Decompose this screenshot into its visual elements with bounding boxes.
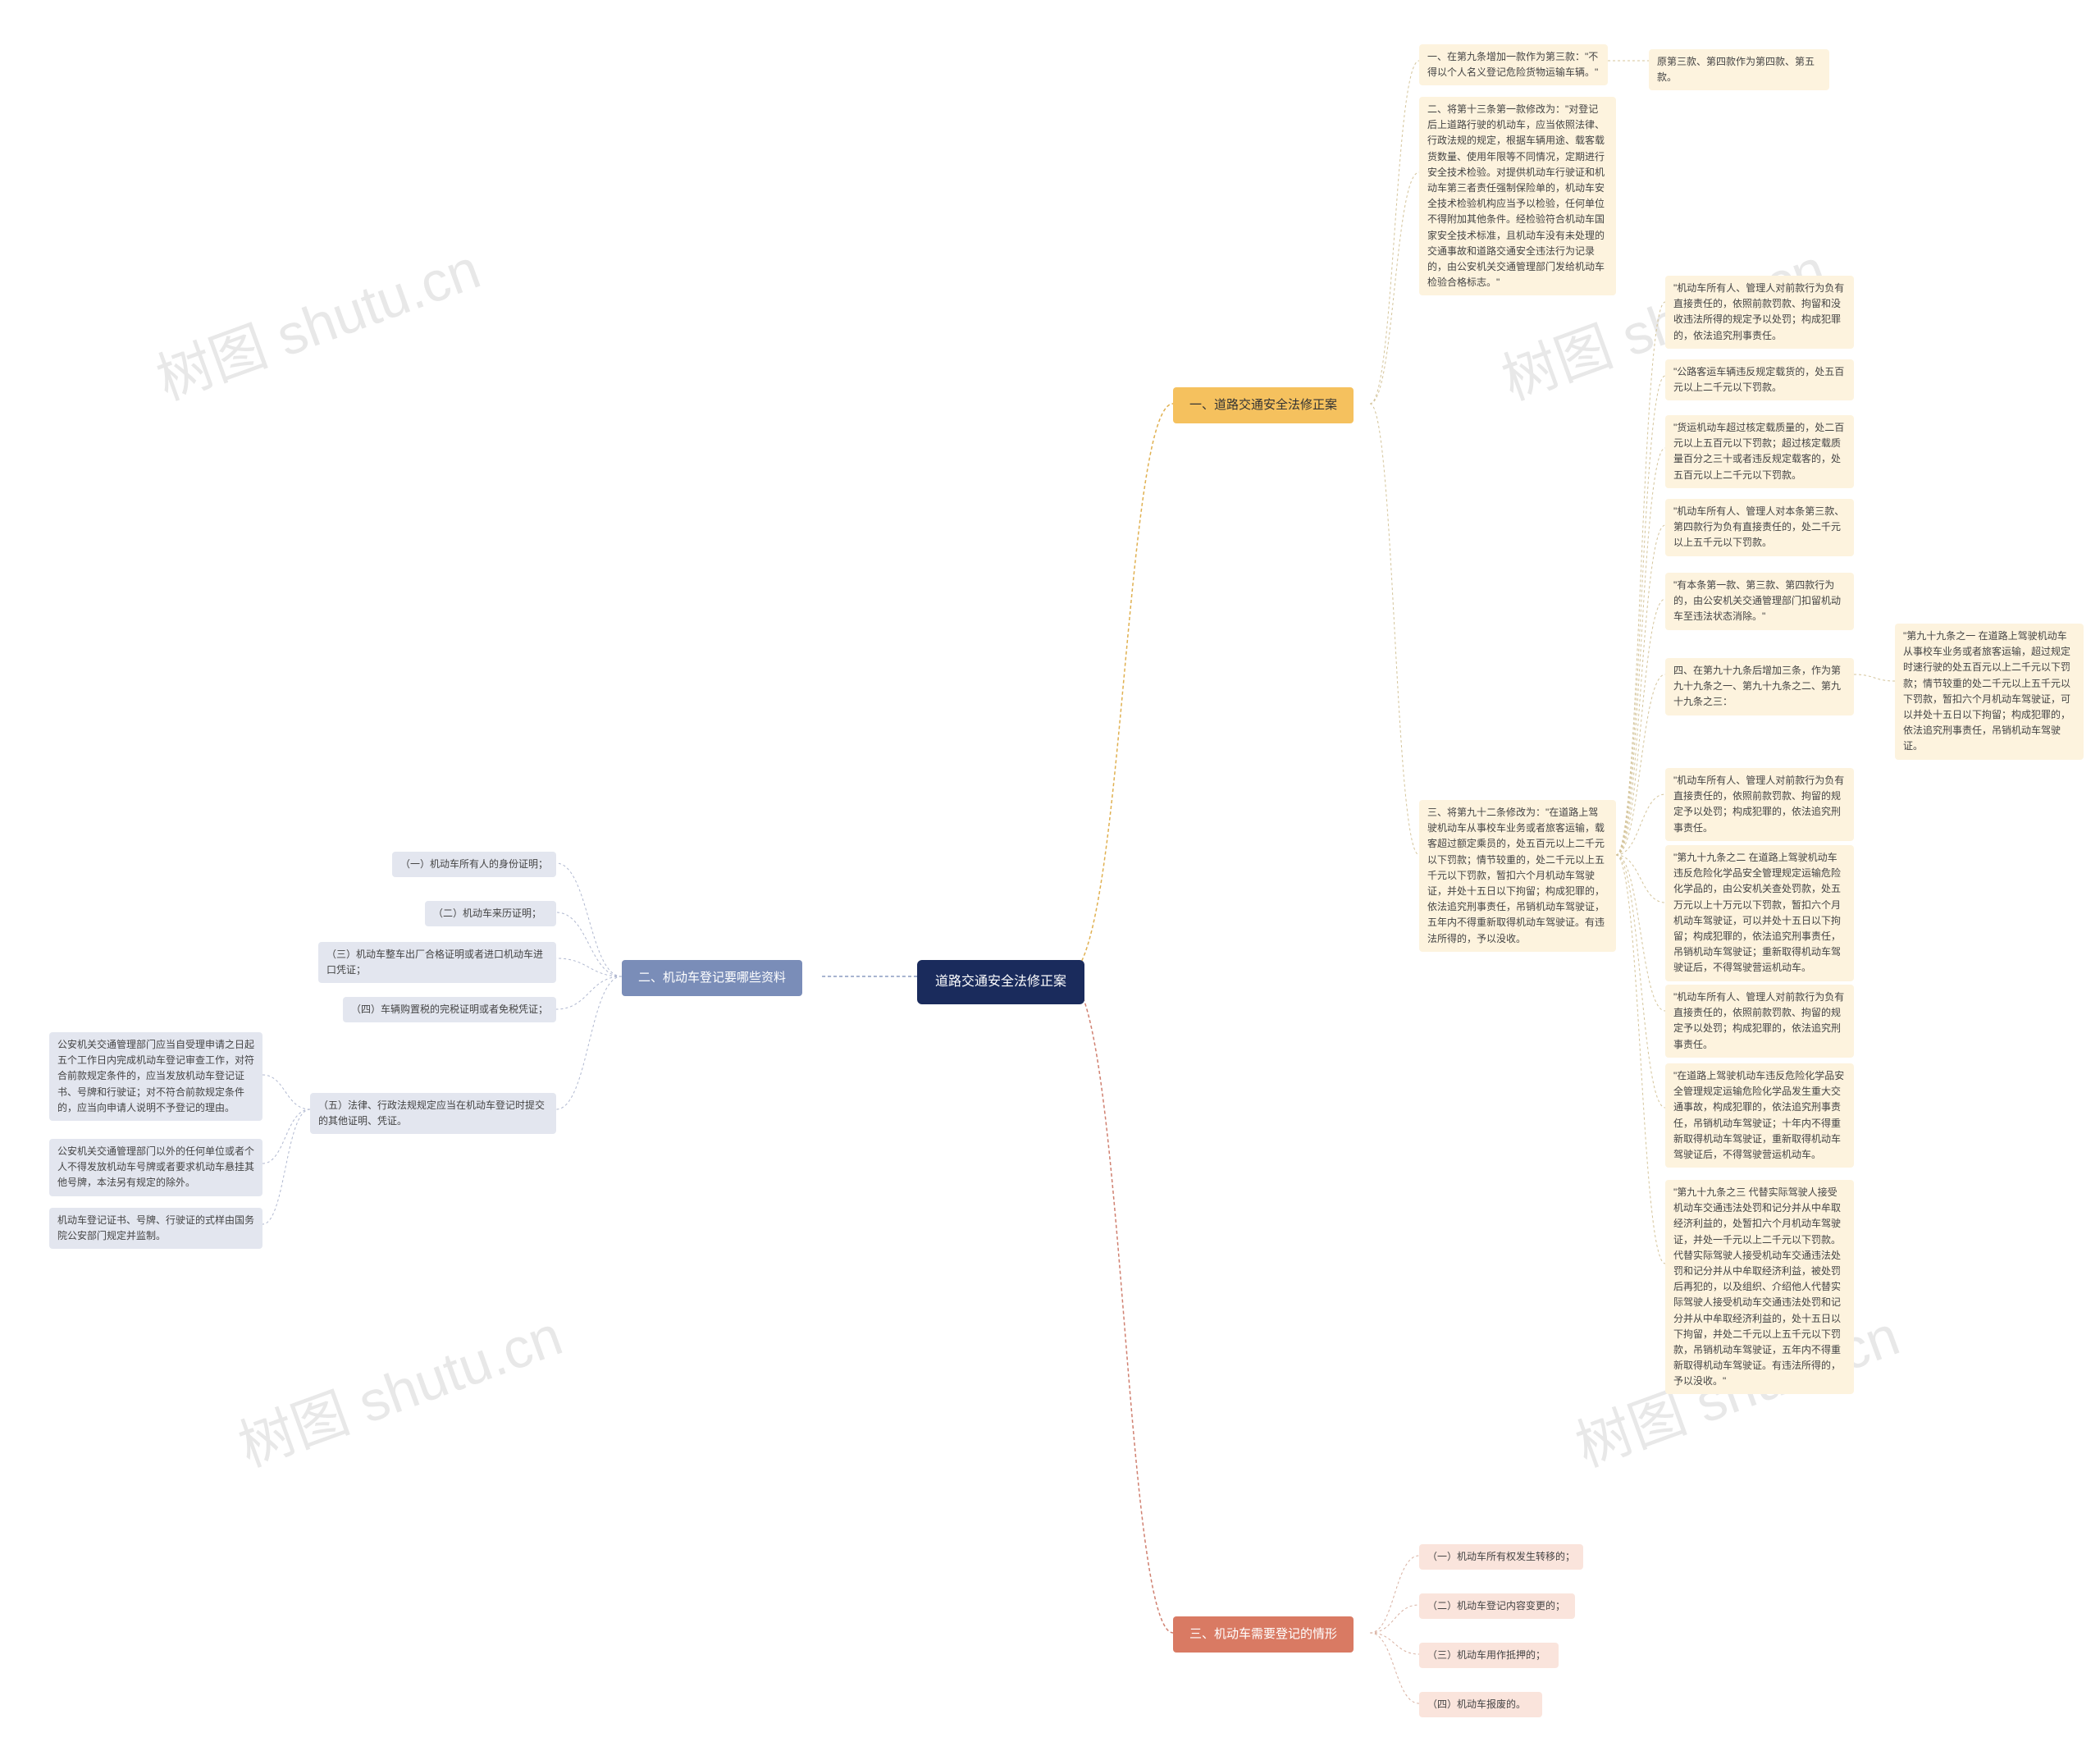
s1-c3-sub-11[interactable]: "第九十九条之三 代替实际驾驶人接受机动车交通违法处罚和记分并从中牟取经济利益的… <box>1665 1180 1854 1394</box>
s1-child-1-sub[interactable]: 原第三款、第四款作为第四款、第五款。 <box>1649 49 1829 90</box>
s2-child-2[interactable]: （二）机动车来历证明； <box>425 901 556 926</box>
s2-child-1[interactable]: （一）机动车所有人的身份证明； <box>392 852 556 877</box>
s1-c3-sub-2[interactable]: "公路客运车辆违反规定载货的，处五百元以上二千元以下罚款。 <box>1665 359 1854 400</box>
s1-c3-sub-5[interactable]: "有本条第一款、第三款、第四款行为的，由公安机关交通管理部门扣留机动车至违法状态… <box>1665 573 1854 630</box>
s1-child-1[interactable]: 一、在第九条增加一款作为第三款："不得以个人名义登记危险货物运输车辆。" <box>1419 44 1608 85</box>
watermark: 树图 shutu.cn <box>226 1291 571 1483</box>
s2-c5-sub-2[interactable]: 公安机关交通管理部门以外的任何单位或者个人不得发放机动车号牌或者要求机动车悬挂其… <box>49 1139 262 1196</box>
s1-c3-sub-10[interactable]: "在道路上驾驶机动车违反危险化学品安全管理规定运输危险化学品发生重大交通事故，构… <box>1665 1063 1854 1168</box>
s1-c3-sub-7[interactable]: "机动车所有人、管理人对前款行为负有直接责任的，依照前款罚款、拘留的规定予以处罚… <box>1665 768 1854 841</box>
s3-child-4[interactable]: （四）机动车报废的。 <box>1419 1692 1542 1717</box>
s1-c3-sub-1[interactable]: "机动车所有人、管理人对前款行为负有直接责任的，依照前款罚款、拘留和没收违法所得… <box>1665 276 1854 349</box>
branch-section-2[interactable]: 二、机动车登记要哪些资料 <box>622 960 802 996</box>
branch-section-1[interactable]: 一、道路交通安全法修正案 <box>1173 387 1354 423</box>
s3-child-3[interactable]: （三）机动车用作抵押的； <box>1419 1643 1559 1668</box>
s3-child-1[interactable]: （一）机动车所有权发生转移的； <box>1419 1544 1583 1570</box>
s1-c3-sub-4[interactable]: "机动车所有人、管理人对本条第三款、第四款行为负有直接责任的，处二千元以上五千元… <box>1665 499 1854 556</box>
s1-child-3[interactable]: 三、将第九十二条修改为："在道路上驾驶机动车从事校车业务或者旅客运输，载客超过额… <box>1419 800 1616 952</box>
s1-c3-sub-8[interactable]: "第九十九条之二 在道路上驾驶机动车违反危险化学品安全管理规定运输危险化学品的，… <box>1665 845 1854 981</box>
s2-child-4[interactable]: （四）车辆购置税的完税证明或者免税凭证； <box>343 997 556 1022</box>
s1-c3-sub-6[interactable]: 四、在第九十九条后增加三条，作为第九十九条之一、第九十九条之二、第九十九条之三： <box>1665 658 1854 715</box>
s1-c3-sub-3[interactable]: "货运机动车超过核定载质量的，处二百元以上五百元以下罚款；超过核定载质量百分之三… <box>1665 415 1854 488</box>
s2-child-5[interactable]: （五）法律、行政法规规定应当在机动车登记时提交的其他证明、凭证。 <box>310 1093 556 1134</box>
s2-c5-sub-1[interactable]: 公安机关交通管理部门应当自受理申请之日起五个工作日内完成机动车登记审查工作，对符… <box>49 1032 262 1121</box>
s3-child-2[interactable]: （二）机动车登记内容变更的； <box>1419 1593 1575 1619</box>
branch-section-3[interactable]: 三、机动车需要登记的情形 <box>1173 1616 1354 1653</box>
watermark: 树图 shutu.cn <box>144 224 489 416</box>
s1-c3-sub-6-child[interactable]: "第九十九条之一 在道路上驾驶机动车从事校车业务或者旅客运输，超过规定时速行驶的… <box>1895 624 2084 760</box>
s2-c5-sub-3[interactable]: 机动车登记证书、号牌、行驶证的式样由国务院公安部门规定并监制。 <box>49 1208 262 1249</box>
s1-child-2[interactable]: 二、将第十三条第一款修改为："对登记后上道路行驶的机动车，应当依照法律、行政法规… <box>1419 97 1616 295</box>
s1-c3-sub-9[interactable]: "机动车所有人、管理人对前款行为负有直接责任的，依照前款罚款、拘留的规定予以处罚… <box>1665 985 1854 1058</box>
root-node[interactable]: 道路交通安全法修正案 <box>917 960 1084 1004</box>
s2-child-3[interactable]: （三）机动车整车出厂合格证明或者进口机动车进口凭证； <box>318 942 556 983</box>
